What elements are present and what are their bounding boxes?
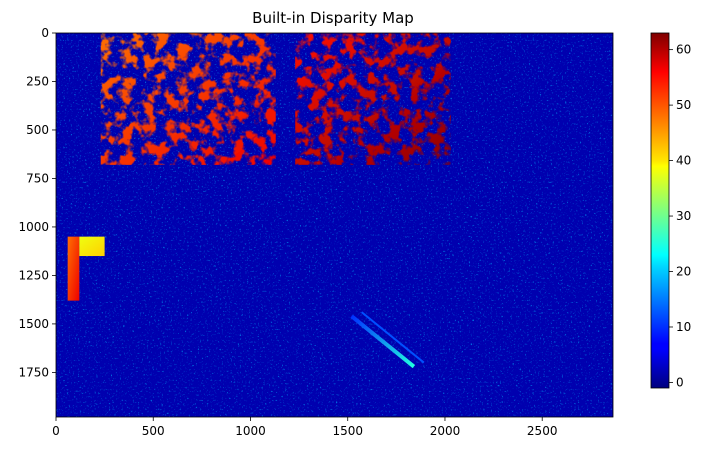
region-mark (79, 236, 105, 257)
plot-frame (55, 32, 614, 418)
region-4 (350, 311, 425, 369)
x-tick-label: 2000 (430, 424, 461, 438)
colorbar-tick-label: 10 (676, 320, 691, 334)
streak-mark (350, 314, 416, 369)
streak-mark (360, 311, 425, 364)
x-tick-label: 500 (142, 424, 165, 438)
colorbar-axis: 0 10 20 30 40 50 60 (669, 43, 691, 389)
colorbar-tick-label: 0 (676, 375, 684, 389)
colorbar-tick-label: 30 (676, 209, 691, 223)
colorbar-tick-label: 50 (676, 98, 691, 112)
x-tick-label: 2500 (527, 424, 558, 438)
y-axis: 0 250 500 750 1000 1250 1500 1750 (18, 26, 56, 379)
y-tick-label: 750 (26, 171, 49, 185)
y-tick-label: 250 (26, 74, 49, 88)
plot-area (56, 33, 613, 417)
colorbar (650, 32, 670, 389)
region-2 (67, 236, 80, 301)
colorbar-tick-label: 40 (676, 154, 691, 168)
region-mark (67, 236, 80, 301)
disparity-regions (67, 33, 451, 369)
y-tick-label: 1250 (18, 268, 49, 282)
colorbar-tick-label: 20 (676, 265, 691, 279)
chart-title: Built-in Disparity Map (252, 9, 414, 27)
region-1 (295, 33, 451, 165)
x-axis: 0 500 1000 1500 2000 2500 (52, 417, 557, 438)
region-3 (79, 236, 105, 257)
colorbar-tick-label: 60 (676, 43, 691, 57)
x-tick-label: 0 (52, 424, 60, 438)
region-0 (100, 33, 276, 165)
y-tick-label: 500 (26, 123, 49, 137)
x-tick-label: 1500 (332, 424, 363, 438)
y-tick-label: 1500 (18, 317, 49, 331)
y-tick-label: 0 (41, 26, 49, 40)
region-mark (295, 33, 451, 165)
y-tick-label: 1000 (18, 220, 49, 234)
region-mark (100, 33, 276, 165)
y-tick-label: 1750 (18, 365, 49, 379)
x-tick-label: 1000 (235, 424, 266, 438)
